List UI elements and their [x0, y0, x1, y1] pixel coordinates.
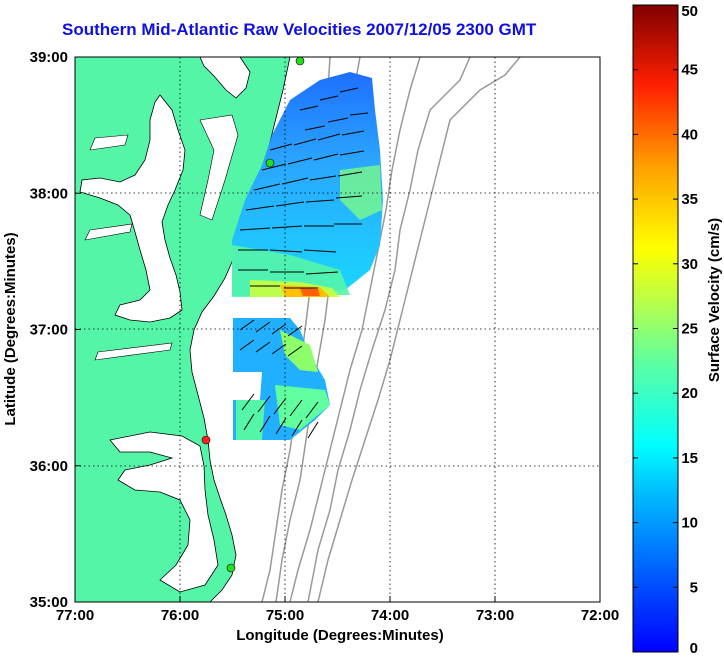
- colorbar-label: Surface Velocity (cm/s): [706, 218, 723, 382]
- colorbar-tick-label: 15: [681, 450, 698, 467]
- x-tick-label: 76:00: [161, 607, 199, 624]
- grid-lines: [75, 57, 600, 602]
- inlet: [94, 342, 173, 361]
- colorbar-tick-label: 25: [681, 321, 698, 338]
- y-tick-label: 39:00: [30, 49, 68, 66]
- inlet: [89, 134, 129, 151]
- station-marker: [295, 57, 305, 66]
- station-marker: [201, 435, 211, 445]
- chesapeake-bay: [79, 94, 186, 323]
- colorbar-tick-label: 0: [690, 640, 698, 657]
- x-tick-label: 74:00: [371, 607, 409, 624]
- x-axis-ticks: 77:00 76:00 75:00 74:00 73:00 72:00: [56, 596, 619, 624]
- velocity-field: [232, 72, 383, 440]
- colorbar-tick-label: 5: [690, 579, 698, 596]
- pamlico-sound: [109, 431, 219, 593]
- x-tick-label: 75:00: [266, 607, 304, 624]
- y-axis-ticks: 39:00 38:00 37:00 36:00 35:00: [30, 49, 81, 611]
- colorbar: [632, 4, 679, 653]
- inlet: [84, 223, 133, 241]
- colorbar-tick-label: 30: [681, 256, 698, 273]
- station-marker: [265, 158, 275, 168]
- x-tick-label: 77:00: [56, 607, 94, 624]
- colorbar-tick-label: 10: [681, 515, 698, 532]
- delaware-bay: [199, 57, 251, 99]
- colorbar-tick-label: 40: [681, 126, 698, 143]
- map-title: Southern Mid-Atlantic Raw Velocities 200…: [62, 20, 537, 39]
- velocity-vectors: [238, 87, 369, 439]
- x-axis-label: Longitude (Degrees:Minutes): [236, 627, 444, 644]
- colorbar-tick-label: 35: [681, 191, 698, 208]
- colorbar-tick-label: 20: [681, 385, 698, 402]
- x-tick-label: 72:00: [581, 607, 619, 624]
- inlet: [199, 114, 239, 221]
- y-tick-label: 36:00: [30, 458, 68, 475]
- y-tick-label: 35:00: [30, 594, 68, 611]
- station-marker: [226, 563, 236, 573]
- y-tick-label: 37:00: [30, 322, 68, 339]
- colorbar-tick-label: 45: [681, 62, 698, 79]
- y-tick-label: 38:00: [30, 185, 68, 202]
- colorbar-tick-label: 50: [681, 3, 698, 20]
- x-tick-label: 73:00: [476, 607, 514, 624]
- y-axis-label: Latitude (Degrees:Minutes): [2, 232, 19, 425]
